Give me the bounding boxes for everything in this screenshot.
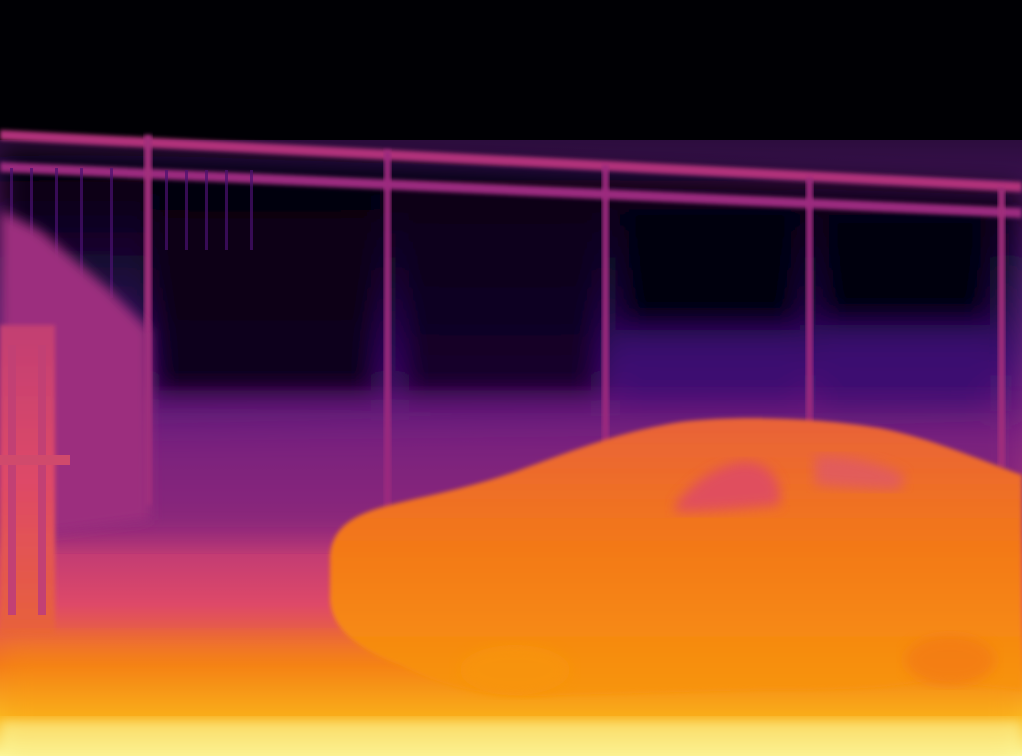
car [330, 418, 1022, 697]
near-ground-band [0, 720, 1022, 756]
building-wall [0, 150, 1022, 430]
car-front-window [815, 455, 905, 490]
car-rear-wheel [905, 635, 995, 685]
fence-railing [0, 130, 1022, 510]
car-rear-window [675, 461, 780, 512]
car-front-wheel [460, 645, 570, 695]
left-structure [0, 210, 150, 635]
sky-region [0, 0, 1022, 140]
